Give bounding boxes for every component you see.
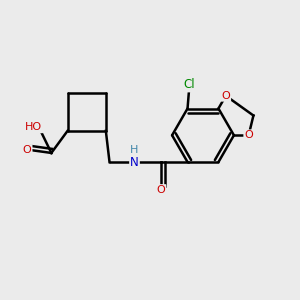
Text: O: O: [23, 145, 32, 155]
Text: N: N: [130, 156, 139, 169]
Text: O: O: [157, 185, 165, 195]
Text: H: H: [130, 145, 139, 155]
Text: O: O: [221, 91, 230, 101]
Text: Cl: Cl: [183, 78, 195, 92]
Text: HO: HO: [25, 122, 42, 132]
Text: O: O: [244, 130, 253, 140]
